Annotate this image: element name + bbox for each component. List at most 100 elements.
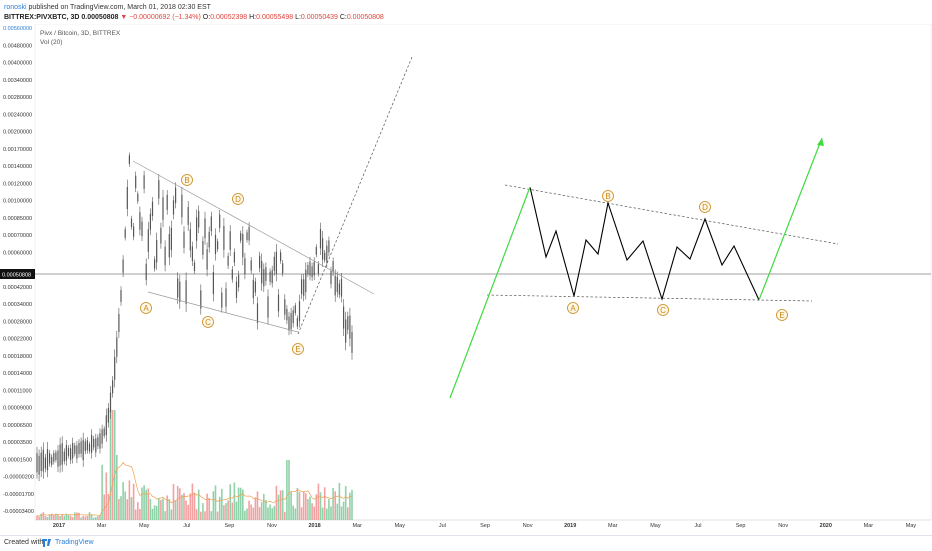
triangle-upper-line[interactable] — [132, 160, 375, 295]
volume-bar — [124, 491, 126, 520]
chart-header: ronoski published on TradingView.com, Ma… — [0, 0, 932, 24]
candle-body — [172, 200, 175, 215]
volume-bar — [141, 487, 143, 520]
time-axis-label: 2017 — [53, 523, 65, 529]
volume-bar — [212, 491, 215, 520]
price-axis-label: 0.00011000 — [3, 388, 32, 394]
volume-bar — [239, 487, 242, 520]
impulse-arrow-up-right[interactable] — [758, 137, 823, 301]
price-axis-label: 0.00028000 — [3, 319, 32, 325]
projection-lower-dashed[interactable] — [486, 294, 813, 302]
candle-body — [343, 306, 345, 329]
volume-bar — [69, 515, 72, 520]
price-axis-label: -0.00003400 — [3, 509, 34, 515]
volume-bar — [187, 504, 189, 520]
impulse-arrow-up-left[interactable] — [449, 186, 531, 399]
candle-body — [317, 264, 319, 274]
volume-bar — [147, 488, 150, 520]
volume-bar — [284, 511, 286, 520]
candle-body — [53, 453, 55, 462]
volume-bar — [164, 511, 166, 520]
volume-bar — [116, 454, 118, 520]
time-axis-label: Nov — [523, 523, 533, 529]
volume-bar — [61, 514, 63, 520]
time-axis-label: Sep — [225, 523, 235, 529]
candle-body — [187, 206, 189, 225]
candle-body — [122, 259, 124, 273]
candle-body — [143, 175, 145, 189]
brand-link[interactable]: TradingView — [55, 539, 94, 546]
volume-bar — [328, 499, 330, 520]
volume-bar — [113, 410, 116, 520]
candle-body — [256, 303, 259, 324]
volume-bar — [296, 487, 299, 520]
volume-bar — [347, 507, 349, 520]
close-label: C: — [339, 14, 347, 21]
candle-body — [109, 392, 112, 413]
projection-zigzag[interactable] — [529, 186, 760, 301]
candle-body — [38, 455, 40, 475]
volume-bar — [242, 489, 244, 520]
volume-bar — [103, 494, 105, 520]
wave-label-right-b: B — [605, 192, 610, 201]
candle-body — [275, 251, 277, 274]
volume-bar — [231, 502, 234, 520]
price-axis-label: 0.00280000 — [3, 95, 32, 101]
volume-bar — [189, 493, 192, 520]
candle-body — [97, 437, 99, 447]
candle-body — [303, 279, 305, 296]
volume-bar — [294, 508, 297, 520]
candle-body — [326, 245, 328, 263]
candle-body — [206, 249, 208, 270]
breakout-dashed-line[interactable] — [297, 56, 413, 335]
candle-body — [175, 187, 177, 204]
price-axis-label: 0.00009000 — [3, 406, 32, 412]
volume-bar — [246, 508, 248, 520]
volume-bar — [80, 517, 82, 520]
price-chart[interactable]: 0.00560000 0.00480000 0.00400000 0.00340000… — [0, 24, 932, 534]
volume-bar — [233, 482, 236, 520]
candle-body — [227, 255, 229, 266]
candle-body — [277, 294, 280, 312]
candle-body — [162, 197, 164, 220]
high-value: 0.00055498 — [256, 14, 294, 21]
volume-bar — [99, 514, 101, 520]
wave-label-right-b-circle — [602, 190, 614, 202]
candle-body — [145, 263, 147, 281]
price-axis-label: 0.00034000 — [3, 302, 32, 308]
candle-body — [78, 442, 80, 454]
tradingview-logo-icon — [42, 539, 51, 547]
candle-body — [319, 229, 322, 249]
author-link[interactable]: ronoski — [4, 4, 27, 11]
volume-bar — [143, 485, 145, 520]
candle-body — [336, 276, 338, 293]
candle-body — [118, 313, 120, 332]
volume-bar — [292, 505, 294, 520]
symbol-label: BITTREX:PIVXBTC, 3D — [4, 14, 80, 21]
candle-body — [95, 438, 97, 453]
low-label: L: — [295, 14, 301, 21]
volume-bar — [170, 509, 173, 520]
volume-bar — [57, 514, 59, 520]
projection-upper-dashed[interactable] — [504, 184, 839, 245]
candle-body — [191, 246, 193, 262]
triangle-lower-line[interactable] — [147, 291, 299, 333]
wave-label-left-c: C — [205, 318, 211, 327]
candle-body — [141, 221, 143, 237]
time-axis-label: May — [139, 523, 150, 529]
candle-body — [177, 278, 179, 298]
candle-body — [49, 453, 51, 464]
candle-body — [229, 231, 231, 250]
candle-body — [179, 281, 181, 303]
candle-body — [61, 443, 63, 465]
volume-bar — [273, 506, 276, 520]
volume-bar — [153, 505, 156, 520]
candle-body — [298, 301, 301, 321]
candle-body — [181, 194, 183, 218]
candle-body — [231, 269, 233, 280]
candle-body — [221, 292, 223, 308]
volume-bar — [290, 492, 292, 520]
candle-body — [185, 280, 187, 305]
candle-body — [130, 218, 133, 227]
candle-body — [204, 218, 206, 239]
